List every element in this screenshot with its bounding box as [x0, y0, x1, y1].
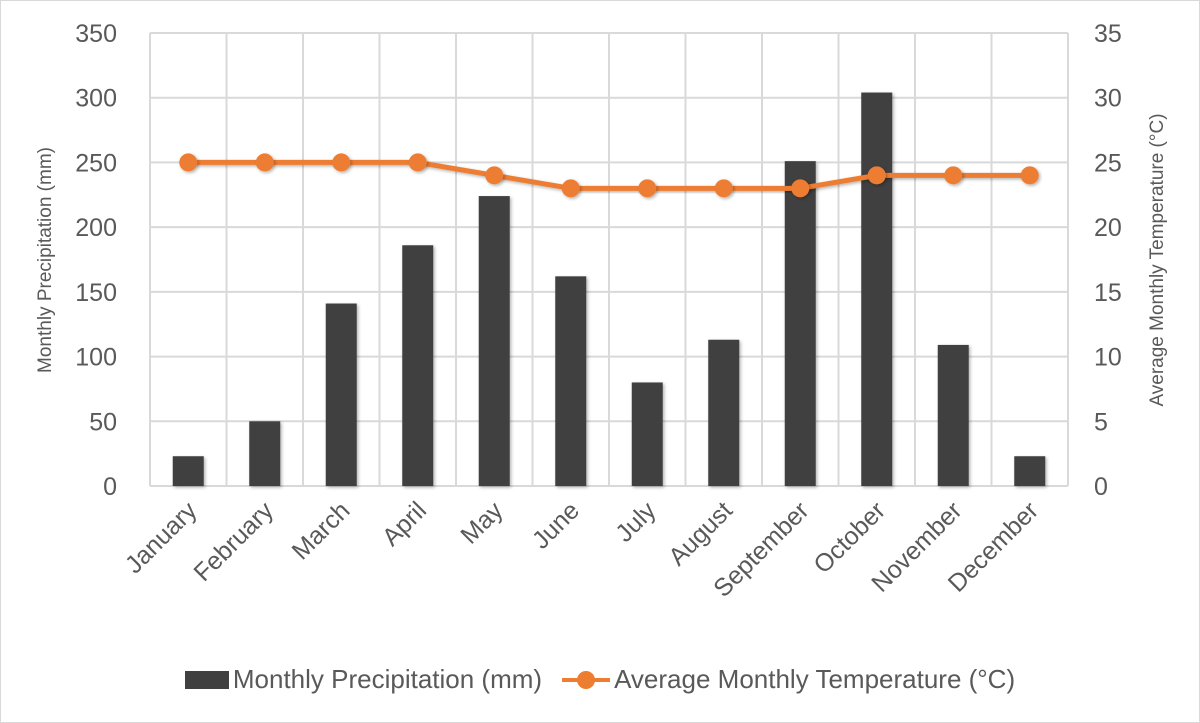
bar-precipitation-march	[325, 303, 357, 486]
point-temperature-july	[638, 179, 657, 198]
y2-tick-label: 20	[1094, 214, 1122, 242]
legend: Monthly Precipitation (mm) Average Month…	[0, 664, 1200, 695]
y-tick-label: 150	[75, 279, 117, 307]
point-temperature-february	[255, 153, 274, 172]
y-axis-title: Monthly Precipitation (mm)	[35, 147, 56, 373]
bar-precipitation-february	[249, 421, 281, 486]
x-tick-label: July	[610, 496, 662, 548]
y2-tick-label: 25	[1094, 149, 1122, 177]
y-tick-label: 350	[75, 20, 117, 48]
legend-item-temperature: Average Monthly Temperature (°C)	[562, 664, 1015, 695]
point-temperature-november	[944, 166, 963, 185]
bar-precipitation-august	[708, 339, 740, 486]
y2-tick-label: 0	[1094, 473, 1108, 501]
legend-swatch-bar	[184, 670, 229, 689]
point-temperature-january	[179, 153, 198, 172]
y2-tick-label: 15	[1094, 279, 1122, 307]
bar-precipitation-july	[631, 382, 663, 486]
bar-precipitation-june	[555, 276, 587, 486]
x-tick-label: March	[287, 496, 356, 565]
bar-precipitation-may	[478, 196, 510, 486]
y-tick-label: 250	[75, 149, 117, 177]
x-tick-label: May	[455, 496, 509, 550]
y-tick-label: 50	[89, 408, 117, 436]
line-temperature	[188, 159, 1030, 191]
point-temperature-may	[485, 166, 504, 185]
y-tick-label: 0	[103, 473, 117, 501]
bar-precipitation-december	[1014, 456, 1046, 486]
x-tick-label: June	[527, 496, 585, 554]
point-temperature-august	[714, 179, 733, 198]
point-temperature-december	[1020, 166, 1039, 185]
point-temperature-october	[867, 166, 886, 185]
y2-tick-label: 5	[1094, 408, 1108, 436]
y-tick-label: 100	[75, 344, 117, 372]
x-tick-label: April	[377, 496, 432, 551]
bar-precipitation-april	[402, 245, 434, 486]
legend-label-temperature: Average Monthly Temperature (°C)	[614, 664, 1016, 694]
bar-precipitation-september	[784, 161, 816, 487]
point-temperature-september	[791, 179, 810, 198]
y2-axis-title: Average Monthly Temperature (°C)	[1147, 113, 1168, 406]
y-tick-label: 300	[75, 85, 117, 113]
legend-label-precipitation: Monthly Precipitation (mm)	[232, 664, 543, 694]
bar-precipitation-october	[861, 92, 893, 486]
legend-swatch-line	[562, 670, 611, 689]
y2-tick-label: 30	[1094, 85, 1122, 113]
bar-precipitation-january	[172, 456, 204, 486]
point-temperature-march	[332, 153, 351, 172]
point-temperature-june	[561, 179, 580, 198]
x-tick-label: February	[188, 496, 279, 587]
y2-tick-label: 35	[1094, 20, 1122, 48]
x-tick-label: August	[663, 496, 738, 571]
y-tick-label: 200	[75, 214, 117, 242]
y2-tick-label: 10	[1094, 344, 1122, 372]
point-temperature-april	[408, 153, 427, 172]
bar-precipitation-november	[937, 344, 969, 486]
legend-item-precipitation: Monthly Precipitation (mm)	[184, 664, 543, 695]
